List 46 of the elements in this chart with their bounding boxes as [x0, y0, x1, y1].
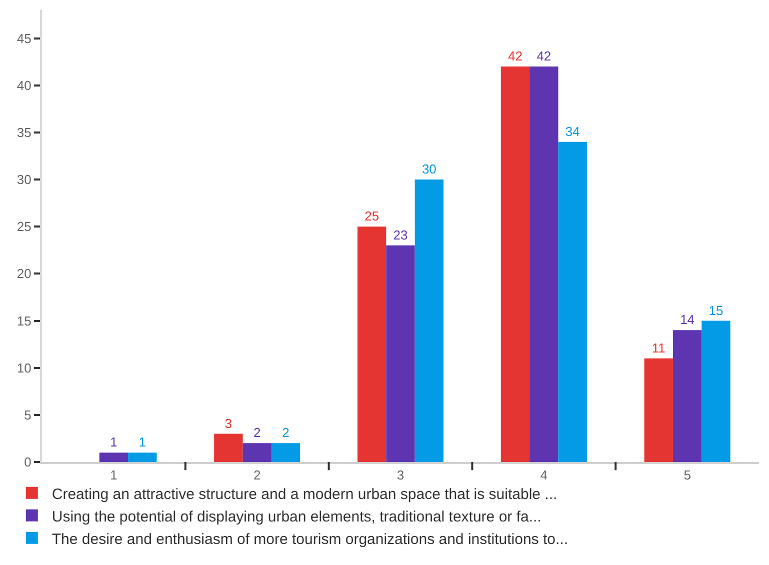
data-label: 2: [282, 425, 290, 440]
legend-label: Creating an attractive structure and a modern urban space that is suitable ...: [52, 486, 558, 503]
bar: [242, 443, 272, 462]
bar: [414, 180, 444, 462]
y-tick-label: 30: [16, 172, 32, 188]
y-tick-label: 0: [24, 454, 32, 470]
bar: [99, 452, 128, 462]
data-label: 14: [680, 312, 695, 328]
x-tick-label: 3: [396, 468, 404, 483]
data-label: 25: [364, 208, 380, 224]
x-tick-label: 1: [110, 468, 118, 483]
bar: [644, 358, 673, 462]
data-label: 34: [565, 124, 580, 139]
data-label: 15: [708, 302, 724, 318]
data-label: 30: [422, 162, 436, 176]
y-tick-label: 35: [16, 124, 32, 140]
x-tick-label: 2: [253, 468, 261, 483]
data-label: 3: [224, 416, 232, 431]
x-tick-label: 5: [684, 468, 691, 483]
bar: [500, 66, 530, 462]
y-tick-label: 10: [16, 360, 32, 376]
data-label: 11: [652, 340, 666, 356]
y-tick-label: 45: [16, 30, 32, 46]
data-label: 42: [536, 48, 552, 64]
bar: [128, 452, 157, 462]
y-tick-label: 15: [16, 313, 32, 328]
bar: [672, 330, 702, 462]
bar: [530, 66, 558, 462]
bar: [702, 320, 730, 462]
x-tick-label: 4: [540, 468, 548, 483]
data-label: 23: [393, 227, 408, 242]
bar: [386, 245, 415, 462]
legend-label: The desire and enthusiasm of more tourism organizations and institutions to...: [52, 530, 568, 548]
data-label: 1: [110, 434, 118, 450]
legend-label: Using the potential of displaying urban elements, traditional texture or fa...: [52, 508, 542, 526]
y-tick-label: 40: [16, 78, 32, 93]
bar: [214, 434, 243, 462]
data-label: 2: [253, 425, 261, 440]
y-tick-label: 5: [24, 407, 32, 422]
data-label: 42: [508, 48, 522, 64]
bar: [558, 142, 587, 462]
bar: [271, 443, 300, 462]
y-tick-label: 25: [16, 219, 32, 234]
bar: [357, 226, 386, 462]
data-label: 1: [138, 434, 146, 450]
y-tick-label: 20: [16, 266, 32, 282]
